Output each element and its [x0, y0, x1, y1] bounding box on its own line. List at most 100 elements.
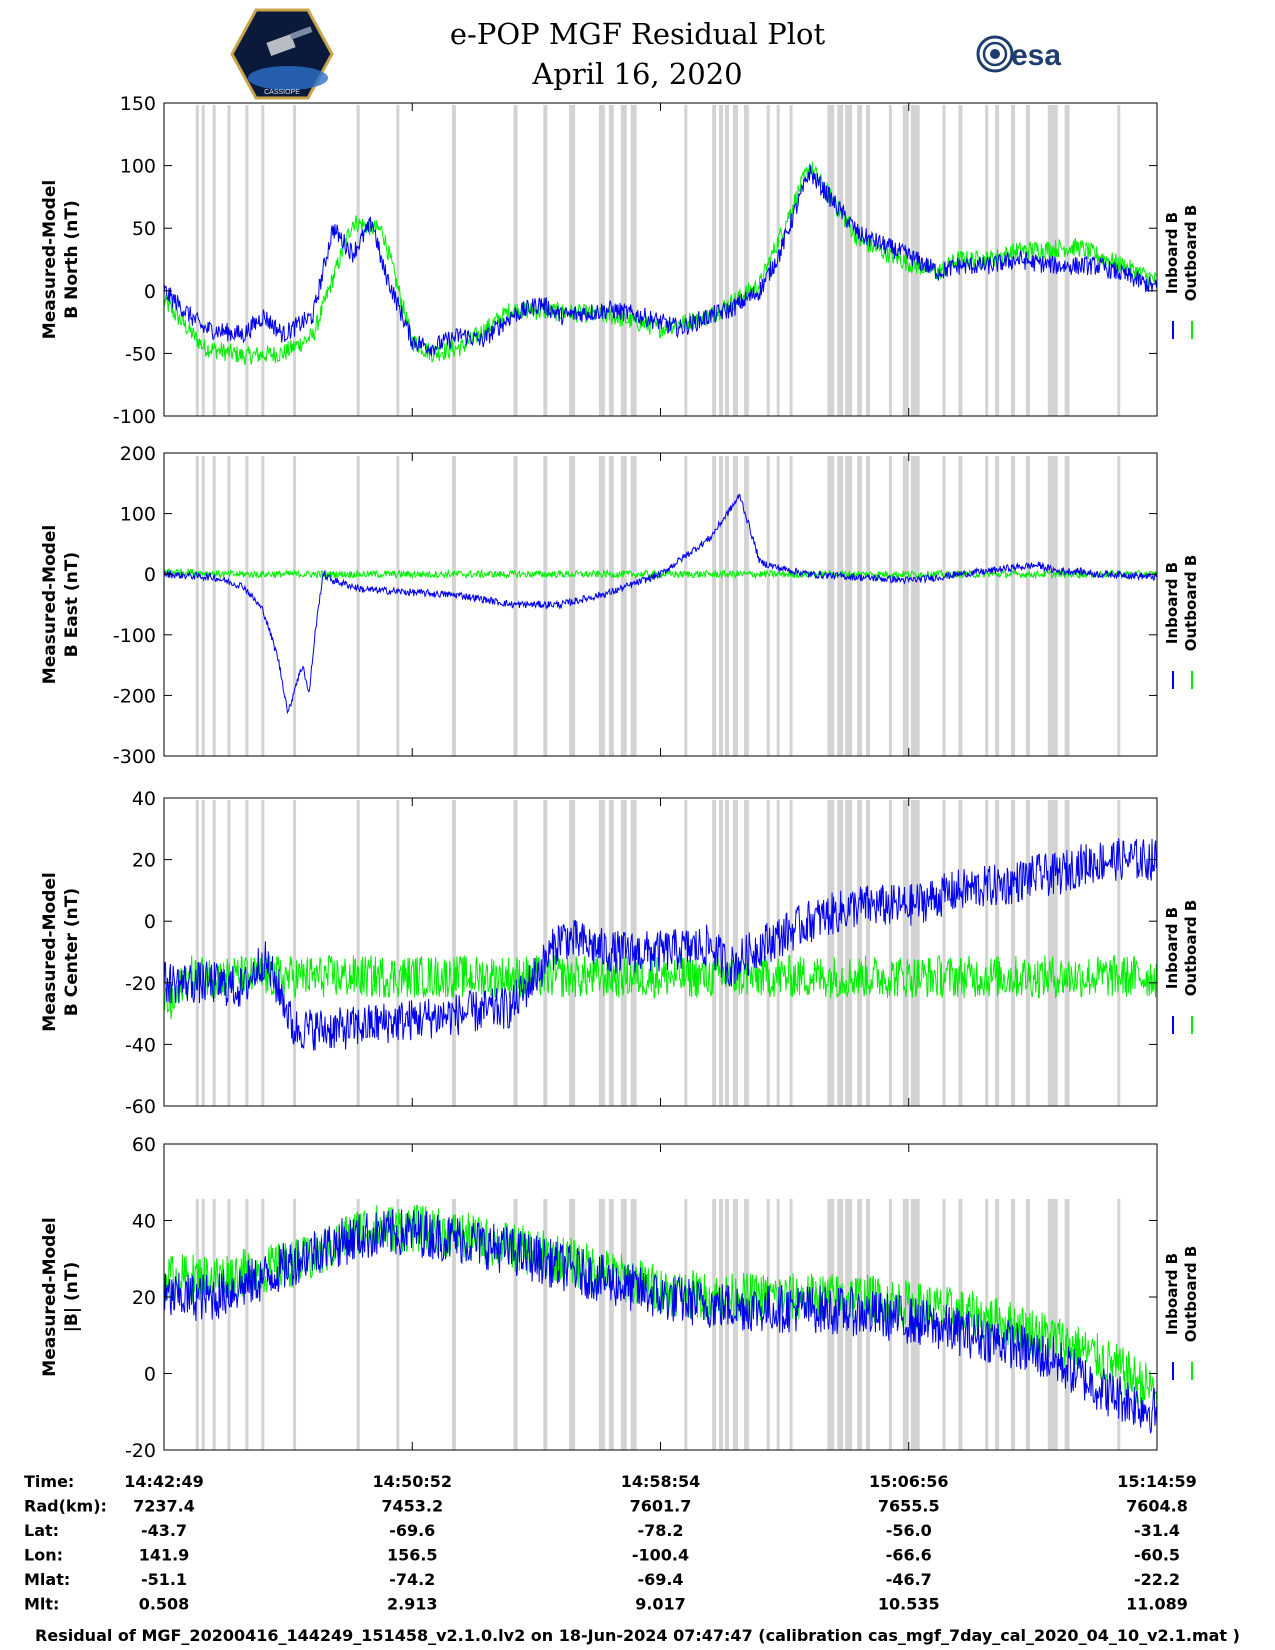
y-tick-label: -20 — [125, 973, 156, 995]
shaded-interval — [293, 456, 297, 756]
shaded-interval — [261, 800, 265, 1106]
shaded-interval — [598, 105, 605, 416]
y-tick-label: -40 — [125, 1034, 156, 1056]
shaded-interval — [1011, 456, 1016, 756]
info-cell: 15:06:56 — [869, 1472, 949, 1491]
shaded-interval — [684, 800, 688, 1106]
shaded-interval — [985, 456, 989, 756]
shaded-interval — [245, 105, 249, 416]
legend-label: Inboard B — [1163, 212, 1181, 294]
info-cell: -78.2 — [637, 1521, 683, 1540]
axes-frame — [163, 797, 1158, 1107]
shaded-interval — [451, 1199, 456, 1450]
shaded-interval — [827, 800, 835, 1106]
shaded-interval — [857, 800, 863, 1106]
shaded-interval — [866, 456, 871, 756]
shaded-interval — [1064, 800, 1070, 1106]
shaded-interval — [1047, 456, 1058, 756]
shaded-interval — [356, 105, 360, 416]
shaded-interval — [743, 800, 749, 1106]
y-tick-label: 20 — [132, 850, 156, 872]
shaded-interval — [910, 456, 920, 756]
info-cell: 15:14:59 — [1117, 1472, 1197, 1491]
y-tick-label: 200 — [120, 443, 156, 465]
info-cell: 7453.2 — [381, 1497, 443, 1516]
shaded-interval — [608, 456, 614, 756]
info-cell: -43.7 — [141, 1521, 187, 1540]
shaded-interval — [630, 456, 637, 756]
info-cell: -56.0 — [886, 1521, 932, 1540]
shaded-interval — [451, 456, 456, 756]
shaded-interval — [396, 105, 400, 416]
shaded-interval — [1117, 456, 1121, 756]
shaded-interval — [1064, 1199, 1070, 1450]
axes-frame — [163, 452, 1158, 757]
y-tick-label: -200 — [113, 685, 156, 707]
shaded-interval — [451, 105, 456, 416]
info-cell: 10.535 — [878, 1595, 940, 1614]
shaded-interval — [942, 105, 946, 416]
shaded-interval — [293, 105, 297, 416]
info-cell: -69.6 — [389, 1521, 435, 1540]
shaded-interval — [1011, 1199, 1016, 1450]
shaded-interval — [1025, 456, 1030, 756]
shaded-interval — [569, 456, 576, 756]
esa-logo: esa — [976, 35, 1061, 73]
cassiope-logo-text: CASSIOPE — [264, 89, 300, 96]
footer-caption: Residual of MGF_20200416_144249_151458_v… — [35, 1626, 1240, 1645]
shaded-interval — [543, 456, 548, 756]
shaded-interval — [942, 800, 946, 1106]
shaded-interval — [212, 105, 216, 416]
info-cell: 7601.7 — [630, 1497, 692, 1516]
shaded-interval — [212, 456, 216, 756]
y-tick-label: 40 — [132, 1211, 156, 1233]
shaded-interval — [766, 1199, 770, 1450]
shaded-interval — [845, 456, 853, 756]
shaded-interval — [684, 1199, 688, 1450]
y-axis-label: Measured-Model — [40, 525, 60, 684]
y-tick-label: 0 — [144, 564, 156, 586]
shaded-interval — [845, 800, 853, 1106]
shaded-interval — [958, 105, 963, 416]
shaded-interval — [1047, 800, 1058, 1106]
y-tick-label: -50 — [125, 343, 156, 365]
y-axis-label: Measured-Model — [40, 872, 60, 1031]
shaded-interval — [356, 456, 360, 756]
series-line-outboard-b — [163, 954, 1158, 1020]
shaded-interval — [569, 800, 576, 1106]
shaded-interval — [684, 456, 688, 756]
shaded-interval — [776, 456, 780, 756]
shaded-interval — [608, 105, 614, 416]
info-cell: 7237.4 — [133, 1497, 195, 1516]
shaded-interval — [396, 1199, 400, 1450]
y-tick-label: 40 — [132, 788, 156, 810]
shaded-interval — [995, 456, 1000, 756]
legend-label: Inboard B — [1163, 562, 1181, 644]
shaded-interval — [985, 800, 989, 1106]
shaded-interval — [776, 800, 780, 1106]
shaded-interval — [598, 456, 605, 756]
shaded-interval — [227, 1199, 231, 1450]
shaded-interval — [684, 105, 688, 416]
shaded-interval — [396, 800, 400, 1106]
y-axis-label: B East (nT) — [62, 552, 82, 657]
series-line-inboard-b — [163, 838, 1158, 1051]
shaded-interval — [958, 800, 963, 1106]
shaded-interval — [857, 456, 863, 756]
shaded-interval — [827, 456, 835, 756]
y-tick-label: -100 — [113, 625, 156, 647]
info-cell: 0.508 — [139, 1595, 190, 1614]
y-tick-label: 0 — [144, 911, 156, 933]
shaded-interval — [719, 456, 724, 756]
shaded-interval — [942, 456, 946, 756]
shaded-interval — [1117, 105, 1121, 416]
info-row-label: Rad(km): — [24, 1497, 107, 1516]
series-line-outboard-b — [163, 161, 1158, 366]
info-cell: 7604.8 — [1126, 1497, 1188, 1516]
esa-logo-text: esa — [1011, 39, 1061, 72]
shaded-interval — [451, 800, 456, 1106]
series-line-inboard-b — [163, 1209, 1158, 1434]
plot-title: e-POP MGF Residual Plot — [449, 17, 826, 51]
shaded-interval — [995, 800, 1000, 1106]
